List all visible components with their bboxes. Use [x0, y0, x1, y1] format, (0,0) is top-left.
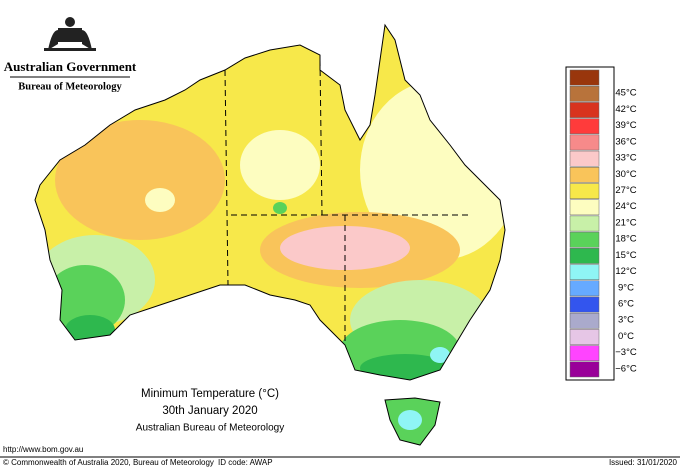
legend-swatch — [569, 69, 600, 86]
legend-swatch — [569, 199, 600, 216]
legend: 45°C 42°C 39°C 36°C 33°C 30°C 27°C 24°C 21°C 18°C… — [569, 69, 637, 378]
legend-label: 39°C — [615, 120, 636, 131]
state-borders — [224, 59, 470, 345]
legend-swatch — [569, 150, 600, 167]
footer-issued: Issued: 31/01/2020 — [609, 458, 678, 467]
legend-label: 24°C — [615, 201, 636, 212]
legend-label: −6°C — [615, 363, 637, 374]
legend-swatch — [569, 248, 600, 264]
legend-label: 21°C — [615, 217, 636, 228]
legend-swatch — [569, 167, 600, 183]
coastline — [34, 23, 506, 381]
legend-label: 0°C — [618, 331, 634, 342]
legend-swatch — [569, 361, 600, 378]
government-title: Australian Government — [4, 59, 137, 74]
legend-label: 15°C — [615, 250, 636, 261]
legend-swatch — [569, 118, 600, 135]
legend-swatch — [569, 329, 600, 345]
legend-label: 42°C — [615, 104, 636, 115]
legend-swatch — [569, 231, 600, 248]
legend-label: 27°C — [615, 185, 636, 196]
legend-label: 12°C — [615, 266, 636, 277]
legend-label: 33°C — [615, 153, 636, 164]
caption-title: Minimum Temperature (°C) — [141, 388, 279, 400]
footer-id: ID code: AWAP — [218, 458, 273, 467]
legend-swatch — [569, 134, 600, 151]
legend-swatch — [569, 183, 600, 199]
caption-date: 30th January 2020 — [162, 405, 257, 417]
legend-swatch — [569, 345, 600, 362]
legend-swatch — [569, 296, 600, 313]
legend-label: −3°C — [615, 347, 637, 358]
legend-swatch — [569, 264, 600, 280]
footer-url: http://www.bom.gov.au — [3, 445, 83, 454]
legend-label: 36°C — [615, 136, 636, 147]
tasmania-cold-area — [398, 410, 422, 430]
legend-swatch — [569, 312, 600, 329]
bureau-title: Bureau of Meteorology — [18, 81, 122, 92]
footer-copyright: © Commonwealth of Australia 2020, Bureau… — [3, 458, 214, 467]
legend-swatch — [569, 215, 600, 232]
legend-label: 30°C — [615, 169, 636, 180]
legend-label: 9°C — [618, 282, 634, 293]
legend-label: 45°C — [615, 88, 636, 99]
legend-label: 3°C — [618, 315, 634, 326]
legend-swatch — [569, 85, 600, 102]
legend-label: 6°C — [618, 298, 634, 309]
legend-swatch — [569, 102, 600, 118]
coat-of-arms — [44, 17, 96, 51]
legend-swatch — [569, 280, 600, 297]
caption-source: Australian Bureau of Meteorology — [136, 423, 284, 434]
legend-label: 18°C — [615, 234, 636, 245]
